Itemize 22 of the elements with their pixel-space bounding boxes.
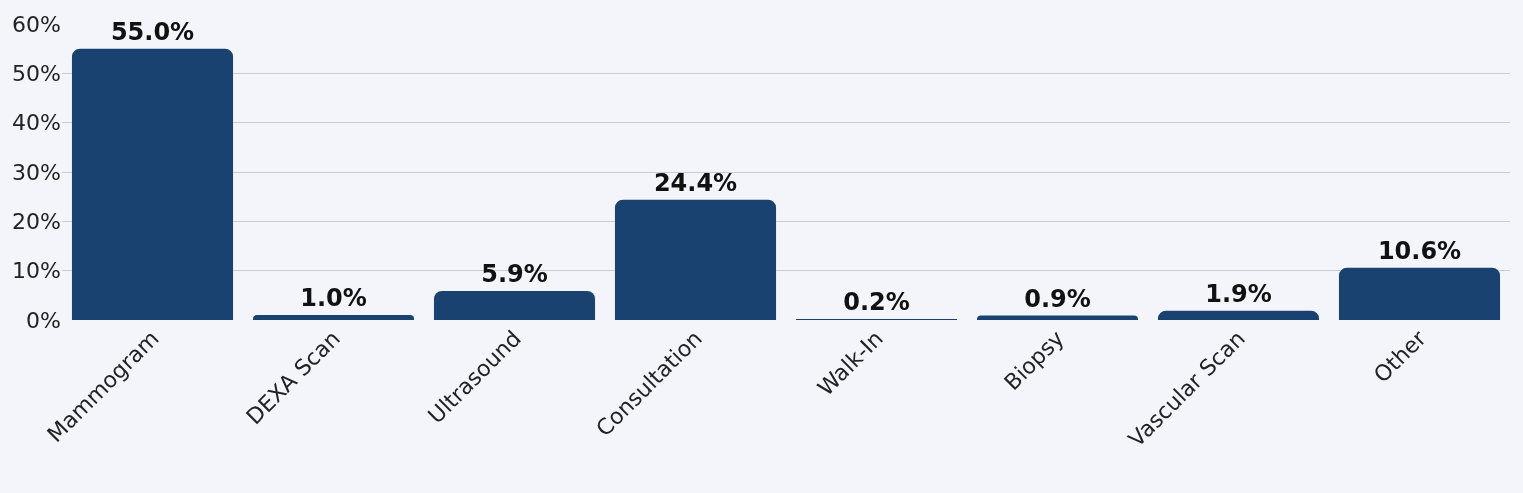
bar — [433, 290, 596, 320]
data-label: 10.6% — [1377, 236, 1462, 265]
y-tick-label: 30% — [12, 159, 61, 185]
bar — [1157, 310, 1320, 320]
data-label: 1.0% — [300, 284, 367, 313]
y-tick-label: 20% — [12, 209, 61, 235]
data-label: 5.9% — [481, 259, 548, 288]
data-label: 24.4% — [653, 168, 738, 197]
bar — [1338, 267, 1501, 320]
data-label: 0.9% — [1024, 284, 1091, 313]
y-tick-label: 50% — [12, 61, 61, 87]
bar — [252, 315, 415, 320]
y-tick-label: 0% — [26, 307, 61, 333]
bar — [614, 199, 777, 320]
y-tick-label: 40% — [12, 110, 61, 136]
y-tick-label: 10% — [12, 258, 61, 284]
y-tick-label: 60% — [12, 11, 61, 37]
bar — [71, 48, 234, 320]
data-label: 1.9% — [1205, 279, 1272, 308]
data-label: 0.2% — [843, 288, 910, 316]
data-label: 55.0% — [110, 17, 195, 46]
bar — [976, 315, 1139, 320]
